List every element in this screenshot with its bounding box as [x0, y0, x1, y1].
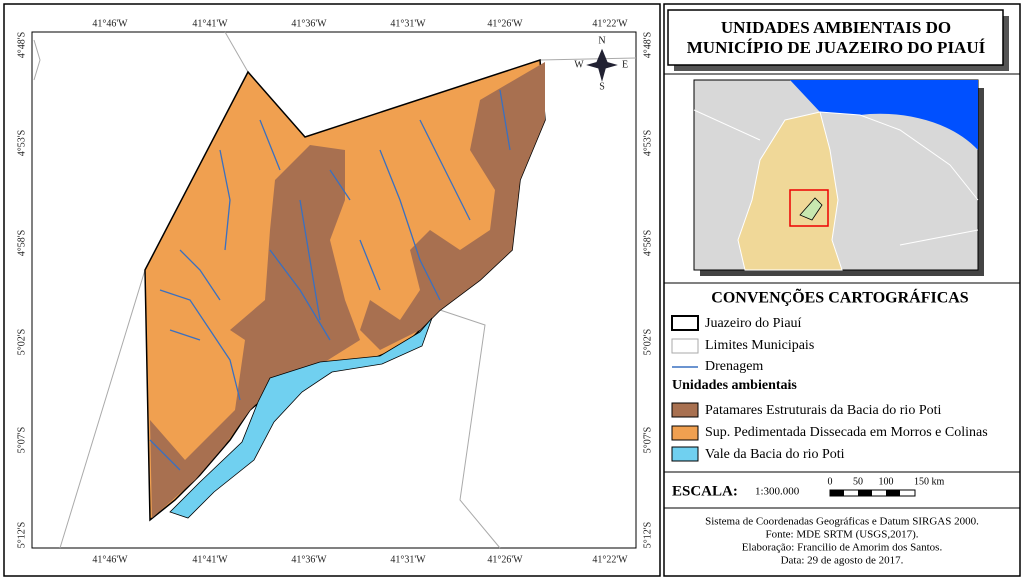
lon-label: 41°26'W — [487, 18, 523, 29]
legend-subheading: Unidades ambientais — [672, 378, 797, 393]
legend-heading: CONVENÇÕES CARTOGRÁFICAS — [711, 287, 969, 307]
lon-label: 41°46'W — [92, 18, 128, 29]
scale-tick: 100 — [879, 476, 894, 487]
north-arrow: N S E W — [574, 35, 628, 92]
credits: Sistema de Coordenadas Geográficas e Dat… — [705, 516, 979, 567]
municipal-limits — [33, 31, 637, 549]
legend-item: Drenagem — [705, 359, 763, 374]
lat-label: 4°58'S — [16, 230, 27, 256]
lon-label: 41°22'W — [592, 554, 628, 565]
scale-ratio: 1:300.000 — [755, 486, 800, 498]
lat-label: 5°02'S — [16, 329, 27, 355]
lat-label: 5°02'S — [642, 329, 653, 355]
lon-label: 41°36'W — [291, 18, 327, 29]
lat-label: 4°48'S — [642, 32, 653, 58]
scale-tick: 0 — [828, 476, 833, 487]
lat-label: 4°48'S — [16, 32, 27, 58]
lon-label: 41°41'W — [192, 554, 228, 565]
lon-label: 41°41'W — [192, 18, 228, 29]
legend-item: Vale da Bacia do rio Poti — [705, 447, 845, 462]
legend-item: Juazeiro do Piauí — [705, 316, 802, 331]
scale-bar — [829, 489, 916, 497]
scale-ticks: 0 50 100 150 km — [828, 476, 945, 487]
inset-map — [693, 79, 979, 271]
compass-s: S — [599, 81, 605, 92]
legend-item: Limites Municipais — [705, 338, 814, 353]
lon-label: 41°31'W — [390, 554, 426, 565]
legend-item: Sup. Pedimentada Dissecada em Morros e C… — [705, 425, 988, 440]
lat-label: 4°58'S — [642, 230, 653, 256]
lat-label: 5°12'S — [16, 522, 27, 548]
lat-label: 5°12'S — [642, 522, 653, 548]
scale-tick: 150 km — [914, 476, 945, 487]
lat-label: 5°07'S — [16, 427, 27, 453]
title-box — [667, 9, 1004, 66]
lon-label: 41°26'W — [487, 554, 523, 565]
patamares-east — [360, 62, 545, 350]
compass-e: E — [622, 59, 628, 70]
patamares-west — [150, 145, 360, 518]
credit-line: Sistema de Coordenadas Geográficas e Dat… — [705, 516, 979, 528]
credit-line: Data: 29 de agosto de 2017. — [781, 555, 904, 567]
credit-line: Fonte: MDE SRTM (USGS,2017). — [765, 529, 918, 541]
lat-label: 4°53'S — [642, 130, 653, 156]
legend-swatch — [671, 315, 699, 331]
compass-w: W — [574, 59, 584, 70]
lat-label: 5°07'S — [642, 427, 653, 453]
legend-item: Patamares Estruturais da Bacia do rio Po… — [705, 403, 941, 418]
scale-tick: 50 — [853, 476, 863, 487]
lat-label: 4°53'S — [16, 130, 27, 156]
coordinates: 41°46'W 41°46'W 41°41'W 41°41'W 41°36'W 41°36… — [16, 18, 653, 565]
legend-swatch — [671, 338, 699, 354]
lon-label: 41°46'W — [92, 554, 128, 565]
legend-swatch — [671, 446, 699, 462]
scale-label: ESCALA: — [672, 483, 738, 499]
title-line: UNIDADES AMBIENTAIS DO — [721, 18, 951, 37]
credit-line: Elaboração: Francilio de Amorim dos Sant… — [742, 542, 943, 554]
lon-label: 41°22'W — [592, 18, 628, 29]
lon-label: 41°31'W — [390, 18, 426, 29]
title-line: MUNICÍPIO DE JUAZEIRO DO PIAUÍ — [687, 38, 986, 57]
vale-poti — [169, 317, 433, 519]
compass-n: N — [598, 35, 605, 46]
legend-swatch — [671, 402, 699, 418]
drainage — [149, 89, 511, 471]
lon-label: 41°36'W — [291, 554, 327, 565]
legend-swatch — [671, 425, 699, 441]
